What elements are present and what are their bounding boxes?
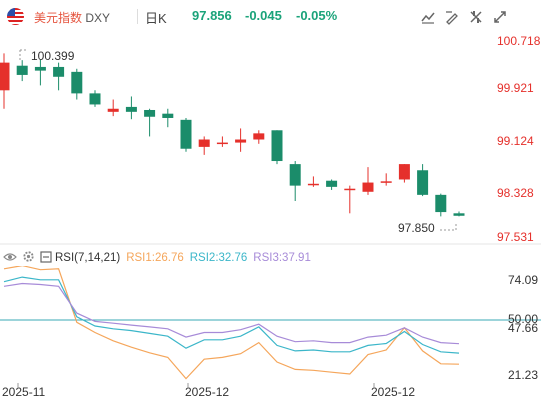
candle-body [435, 194, 447, 213]
instrument-symbol: DXY [85, 11, 111, 25]
candle-body [307, 183, 319, 186]
rsi-title[interactable]: RSI(7,14,21) [55, 252, 121, 264]
rsi3-line [3, 282, 460, 345]
candle-body [453, 213, 465, 216]
candle-body [34, 66, 46, 71]
high-price-label: 100.399 [31, 49, 75, 63]
instrument-name: 美元指数 DXY [34, 9, 110, 26]
candle-body [216, 142, 228, 145]
date-label: 2025-11 [2, 385, 45, 399]
candle-body [289, 164, 301, 186]
price-change-pct: -0.05% [296, 8, 338, 23]
header-divider [137, 9, 138, 24]
indicator-switch-icon[interactable] [40, 250, 52, 266]
us-flag-icon [7, 8, 24, 25]
candle-body [198, 139, 210, 147]
rsi-axis-label: 47.66 [508, 321, 538, 335]
candle-body [0, 62, 10, 91]
settings-gear-icon[interactable] [22, 250, 35, 266]
candle-body [71, 71, 83, 94]
candle-body [107, 108, 119, 112]
instrument-name-cn: 美元指数 [34, 11, 83, 25]
candle-body [162, 113, 174, 118]
indicator-icon[interactable] [467, 8, 485, 26]
candle-body [89, 93, 101, 105]
price-change: -0.045 [245, 8, 282, 23]
candle-body [180, 119, 192, 149]
price-axis-label: 99.124 [497, 134, 534, 148]
visibility-toggle-icon[interactable] [3, 251, 17, 266]
fullscreen-icon[interactable] [491, 8, 509, 26]
last-price: 97.856 [192, 8, 232, 23]
rsi-axis-label: 21.23 [508, 368, 538, 382]
date-label: 2025-12 [371, 385, 415, 399]
rsi-axis-label: 74.09 [508, 273, 538, 287]
candle-body [417, 170, 429, 195]
candle-body [344, 188, 356, 191]
rsi-chart[interactable]: 74.09 50.00 47.66 21.23 2025-11 2025-12 … [0, 266, 541, 403]
candle-body [326, 180, 338, 187]
price-axis-label: 100.718 [497, 34, 541, 48]
candle-body [144, 109, 156, 117]
rsi3-value: RSI3:37.91 [253, 252, 311, 264]
quote-header: 美元指数 DXY 日K 97.856 -0.045 -0.05% [0, 0, 541, 32]
high-marker [19, 49, 28, 60]
rsi2-line [3, 276, 460, 354]
price-axis-label: 97.531 [497, 230, 534, 244]
line-chart-icon[interactable] [419, 8, 437, 26]
candle-body [362, 182, 374, 192]
period-selector[interactable]: 日K [145, 11, 167, 26]
candle-body [16, 65, 28, 75]
candle-body [380, 181, 392, 183]
candle-body [235, 139, 247, 143]
draw-icon[interactable] [443, 8, 461, 26]
date-label: 2025-12 [185, 385, 229, 399]
candle-body [125, 106, 137, 112]
rsi1-value: RSI1:26.76 [126, 252, 184, 264]
low-marker [440, 222, 457, 231]
rsi2-value: RSI2:32.76 [189, 252, 248, 264]
rsi-legend: RSI(7,14,21) RSI1:26.76 RSI2:32.76 RSI3:… [3, 250, 317, 266]
price-axis-label: 98.328 [497, 186, 534, 200]
candle-body [398, 164, 410, 180]
price-axis-label: 99.921 [497, 81, 534, 95]
candlestick-chart[interactable]: 100.399 97.850 100.718 99.921 99.124 98.… [0, 32, 541, 248]
candle-body [253, 133, 265, 140]
rsi1-line [3, 266, 460, 380]
low-price-label: 97.850 [398, 221, 435, 235]
candle-body [271, 130, 283, 162]
rsi-axis-label: 50.00 [508, 312, 538, 326]
candle-body [53, 66, 65, 77]
